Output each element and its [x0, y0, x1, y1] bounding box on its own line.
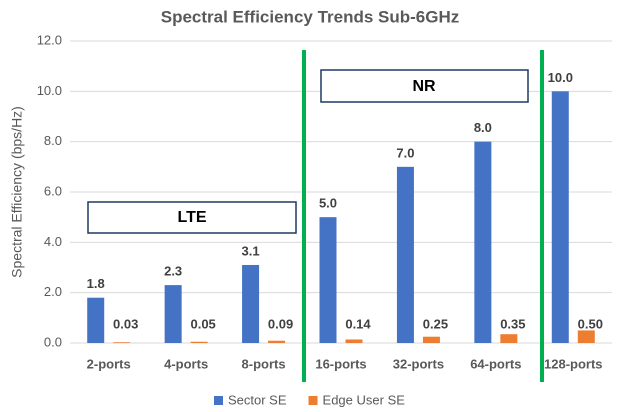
x-tick-label: 4-ports — [164, 356, 208, 371]
data-label: 0.50 — [578, 316, 603, 331]
bar — [242, 264, 260, 343]
x-tick-label: 8-ports — [242, 356, 286, 371]
bar — [319, 217, 337, 343]
bar — [87, 297, 105, 343]
x-tick-label: 2-ports — [87, 356, 131, 371]
data-label: 1.8 — [87, 276, 105, 291]
legend-swatch — [308, 396, 318, 405]
data-label: 8.0 — [474, 120, 492, 135]
y-axis-label: Spectral Efficiency (bps/Hz) — [9, 106, 25, 278]
nr-box — [320, 69, 529, 103]
bar — [551, 91, 569, 343]
y-tick-label: 10.0 — [37, 83, 62, 98]
y-tick-label: 0.0 — [44, 334, 62, 349]
y-tick-label: 2.0 — [44, 284, 62, 299]
annotation: NR — [412, 78, 436, 95]
chart-title: Spectral Efficiency Trends Sub-6GHz — [161, 7, 460, 26]
x-tick-label: 128-ports — [544, 356, 603, 371]
data-label: 2.3 — [164, 264, 182, 279]
legend-label: Sector SE — [228, 392, 287, 407]
x-tick-label: 64-ports — [470, 356, 521, 371]
bar — [500, 334, 518, 343]
y-tick-label: 8.0 — [44, 133, 62, 148]
bar — [396, 166, 414, 343]
bar — [577, 330, 595, 343]
data-label: 0.09 — [268, 316, 293, 331]
legend-swatch — [214, 396, 223, 405]
data-label: 5.0 — [319, 196, 337, 211]
bar — [345, 339, 363, 343]
bar — [268, 340, 286, 343]
annotation: LTE — [177, 209, 206, 226]
data-label: 0.05 — [190, 316, 215, 331]
legend-label: Edge User SE — [323, 392, 406, 407]
bar — [164, 285, 182, 343]
y-tick-label: 4.0 — [44, 234, 62, 249]
data-label: 0.25 — [423, 316, 448, 331]
data-label: 10.0 — [548, 70, 573, 85]
y-tick-label: 6.0 — [44, 183, 62, 198]
bar — [113, 342, 131, 343]
data-label: 0.03 — [113, 316, 138, 331]
bar — [474, 141, 492, 343]
data-label: 0.14 — [345, 316, 371, 331]
y-tick-label: 12.0 — [37, 32, 62, 47]
bar — [190, 341, 208, 343]
data-label: 7.0 — [396, 145, 414, 160]
x-tick-label: 16-ports — [315, 356, 366, 371]
bar — [422, 336, 440, 343]
x-tick-label: 32-ports — [393, 356, 444, 371]
lte-box — [87, 201, 297, 234]
data-label: 3.1 — [242, 243, 260, 258]
data-label: 0.35 — [500, 316, 525, 331]
